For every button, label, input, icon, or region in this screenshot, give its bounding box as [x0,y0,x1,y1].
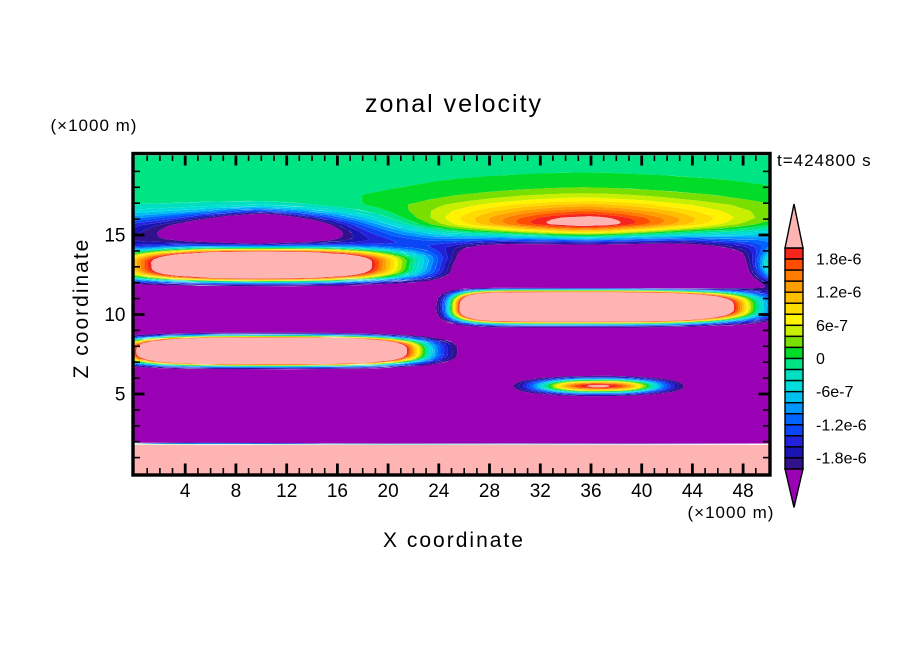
svg-text:10: 10 [104,305,125,326]
svg-text:44: 44 [682,481,704,502]
svg-text:5: 5 [115,385,126,406]
svg-text:32: 32 [530,481,551,502]
svg-text:4: 4 [180,481,191,502]
svg-text:X coordinate: X coordinate [383,529,525,552]
svg-text:8: 8 [231,481,242,502]
svg-text:24: 24 [428,481,450,502]
svg-text:28: 28 [479,481,500,502]
svg-text:36: 36 [580,481,601,502]
svg-text:16: 16 [327,481,348,502]
svg-text:-1.8e-6: -1.8e-6 [816,451,867,468]
svg-text:(×1000 m): (×1000 m) [688,503,775,522]
svg-text:-6e-7: -6e-7 [816,384,853,401]
svg-text:zonal velocity: zonal velocity [365,90,543,118]
svg-text:1.2e-6: 1.2e-6 [816,285,861,302]
svg-text:48: 48 [733,481,754,502]
svg-text:6e-7: 6e-7 [816,318,848,335]
svg-text:1.8e-6: 1.8e-6 [816,252,861,269]
svg-text:12: 12 [276,481,297,502]
svg-text:40: 40 [631,481,652,502]
svg-text:15: 15 [104,226,125,247]
svg-text:(×1000 m): (×1000 m) [51,116,138,135]
svg-text:t=424800 s: t=424800 s [777,151,872,170]
svg-text:20: 20 [378,481,399,502]
svg-text:-1.2e-6: -1.2e-6 [816,417,867,434]
svg-text:Z coordinate: Z coordinate [70,238,93,379]
svg-text:0: 0 [816,351,825,368]
